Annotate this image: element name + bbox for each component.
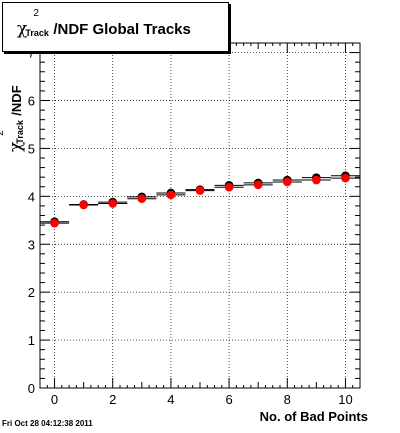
data-point: [341, 173, 350, 183]
data-point: [312, 175, 321, 185]
x-axis-label: No. of Bad Points: [259, 409, 368, 424]
data-point: [137, 194, 147, 204]
ylabel-sup: 2: [0, 130, 6, 136]
title-chi: χ: [17, 19, 28, 39]
timestamp: Fri Oct 28 04:12:38 2011: [2, 419, 93, 428]
ylabel-rest: /NDF: [9, 85, 24, 116]
data-point: [253, 180, 263, 190]
tick-labels: 0 2 4 6 8 10 0 1 2 3 4 5 6 7: [28, 46, 353, 407]
data-point: [108, 199, 118, 208]
data-point: [50, 218, 59, 228]
y-tick-label: 4: [28, 189, 35, 204]
data-point: [195, 186, 205, 195]
title-sub: Track: [25, 28, 49, 38]
x-tick-label: 0: [51, 392, 58, 407]
plot-frame: [39, 42, 361, 389]
x-tick-label: 2: [109, 392, 116, 407]
title-box: χ 2 Track/NDF Global Tracks: [2, 2, 229, 52]
axis-ticks: [39, 42, 361, 389]
data-point: [224, 182, 234, 192]
x-tick-label: 8: [284, 392, 291, 407]
x-tick-label: 4: [167, 392, 174, 407]
x-tick-label: 10: [338, 392, 352, 407]
data-point: [79, 200, 88, 210]
chart-title: χ 2 Track/NDF Global Tracks: [17, 8, 191, 39]
y-tick-label: 7: [28, 46, 35, 61]
y-tick-label: 1: [28, 333, 35, 348]
y-tick-label: 0: [28, 381, 35, 396]
y-tick-label: 6: [28, 94, 35, 109]
y-tick-label: 3: [28, 237, 35, 252]
grid-lines: [40, 43, 360, 388]
ylabel-sub: Track: [15, 120, 25, 144]
data-points: [40, 171, 360, 228]
title-rest: /NDF Global Tracks: [53, 21, 191, 38]
data-point: [166, 190, 176, 200]
title-sup: 2: [33, 8, 39, 19]
plot-border: [39, 42, 361, 389]
y-tick-label: 2: [28, 285, 35, 300]
data-point: [282, 177, 292, 187]
x-tick-label: 6: [225, 392, 232, 407]
y-tick-label: 5: [28, 141, 35, 156]
